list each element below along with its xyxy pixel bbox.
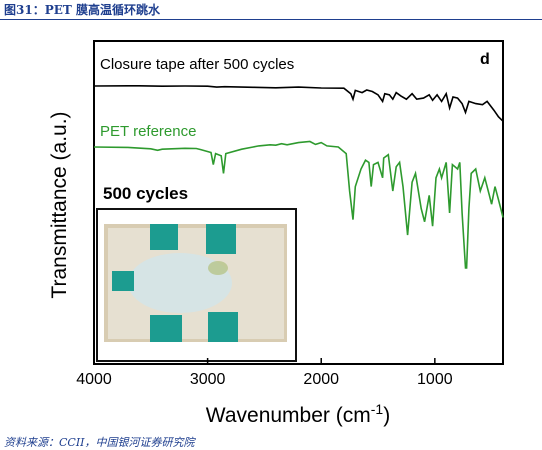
x-axis-title: Wavenumber (cm-1) bbox=[206, 401, 390, 427]
series-line-pet-reference bbox=[93, 140, 504, 269]
tape-left bbox=[112, 271, 134, 291]
series-line-closure-tape bbox=[93, 84, 504, 122]
tape-bottom-left bbox=[150, 315, 182, 342]
tape-top-left bbox=[150, 224, 178, 250]
x-axis-title-close: ) bbox=[383, 404, 390, 427]
inset-photo: 500 cycles bbox=[96, 184, 297, 362]
x-tick-label-3000: 3000 bbox=[190, 371, 226, 388]
x-axis-title-superscript: -1 bbox=[371, 401, 384, 417]
y-axis-title: Transmittance (a.u.) bbox=[48, 111, 71, 298]
plot-frame bbox=[93, 40, 504, 365]
x-tick-label-1000: 1000 bbox=[417, 371, 453, 388]
tape-bottom-right bbox=[208, 312, 238, 342]
pouch-wrinkle bbox=[128, 253, 232, 313]
x-axis-title-main: Wavenumber (cm bbox=[206, 404, 371, 427]
figure-title: 图31：PET 膜高温循环跳水 bbox=[4, 3, 160, 17]
series-label-pet-reference: PET reference bbox=[100, 123, 196, 140]
inset-title: 500 cycles bbox=[103, 184, 188, 203]
series-label-closure-tape: Closure tape after 500 cycles bbox=[100, 56, 294, 73]
tape-top-right bbox=[206, 224, 236, 254]
pouch-stain bbox=[208, 261, 228, 275]
source-note: 资料来源：CCII，中国银河证券研究院 bbox=[4, 436, 195, 449]
title-rule bbox=[0, 19, 542, 20]
x-tick-label-2000: 2000 bbox=[303, 371, 339, 388]
x-axis-ticks: 4000 3000 2000 1000 bbox=[76, 358, 453, 388]
x-tick-label-4000: 4000 bbox=[76, 371, 112, 388]
panel-label: d bbox=[480, 51, 490, 68]
